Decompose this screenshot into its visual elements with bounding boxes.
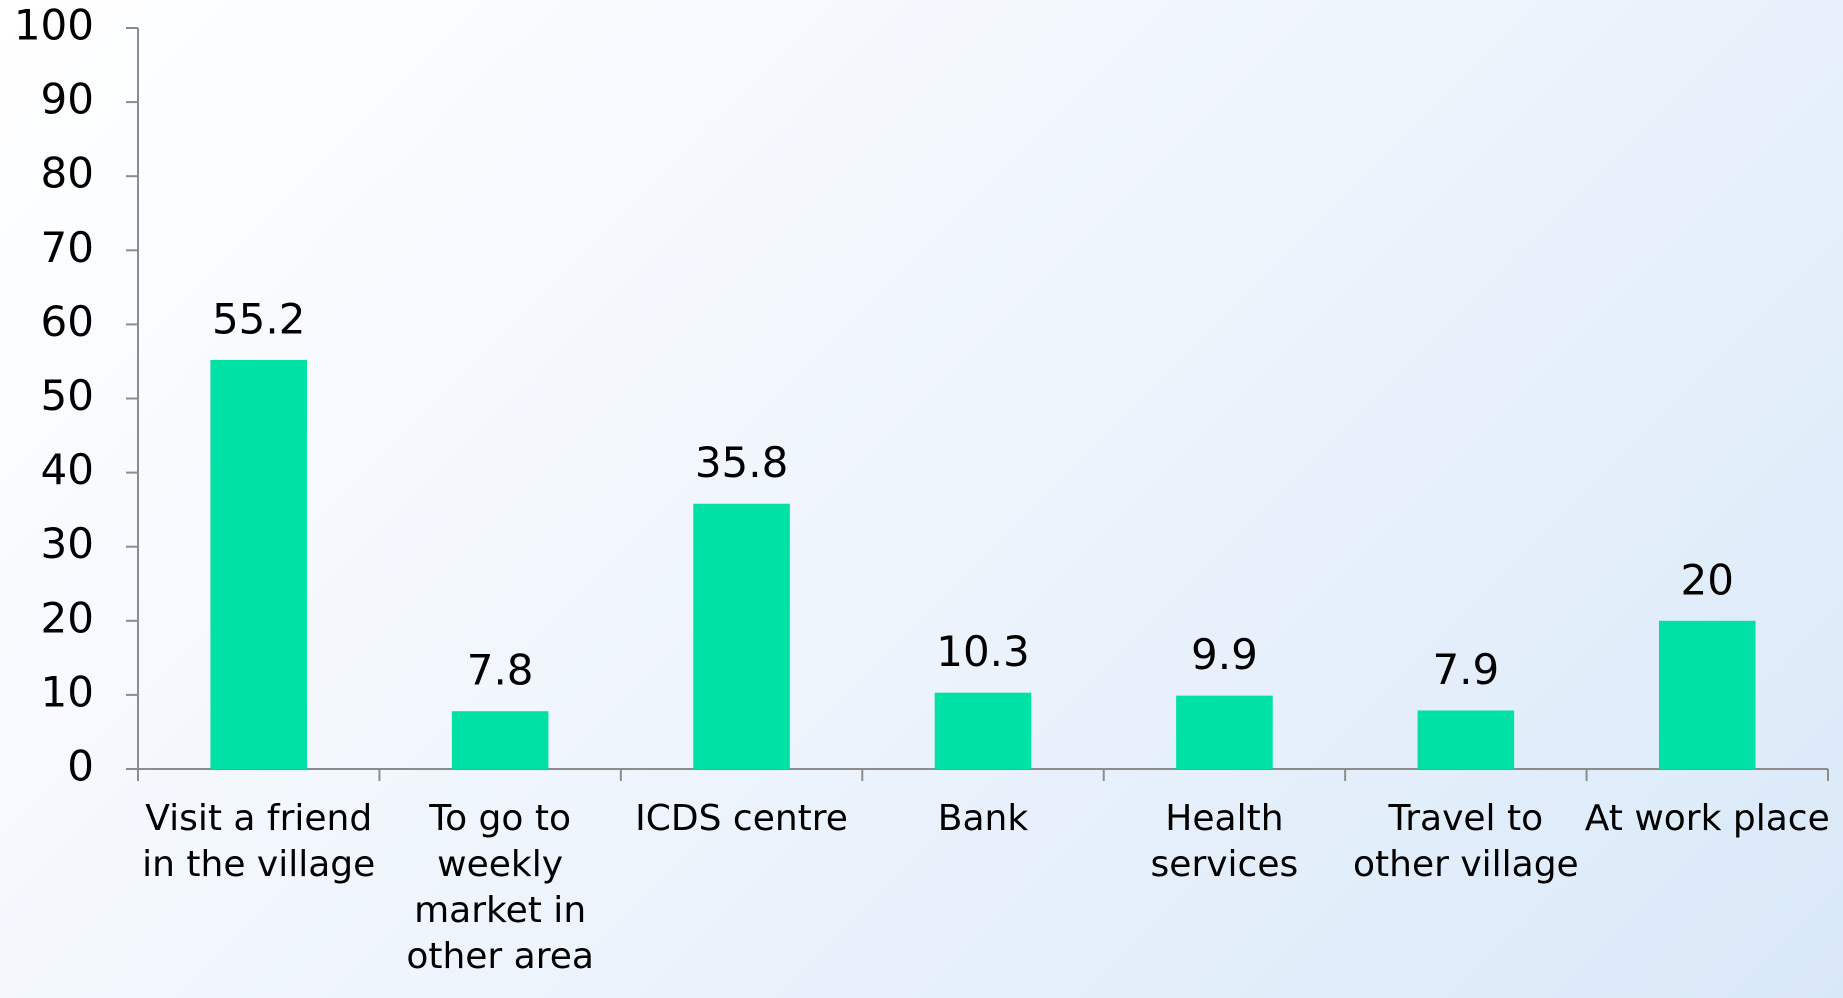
y-tick-label: 100 [14,1,94,50]
x-tick-label: Health services [1150,798,1299,885]
y-tick-label: 70 [41,223,94,272]
y-tick-label: 30 [41,519,94,568]
data-label: 7.9 [1432,645,1499,694]
data-label: 20 [1681,555,1734,604]
bar [210,359,307,769]
data-label: 7.8 [467,646,534,695]
x-tick-label: Bank [937,798,1029,839]
y-tick-label: 0 [67,742,94,791]
bar [693,503,790,769]
bar [1176,695,1273,769]
x-tick-label: Travel to other village [1352,798,1579,885]
y-tick-label: 60 [41,297,94,346]
x-tick-label: At work place [1584,798,1830,839]
bar [1659,620,1756,769]
y-tick-label: 80 [41,149,94,198]
data-label: 35.8 [695,438,789,487]
data-label: 55.2 [212,294,306,343]
x-tick-label: ICDS centre [635,798,848,839]
x-tick-label: To go to weekly market in other area [406,798,594,977]
bar [934,692,1032,769]
data-label: 9.9 [1191,630,1258,679]
bar [451,711,549,769]
bar [1417,710,1515,769]
y-tick-label: 10 [41,667,94,716]
y-tick-label: 90 [41,75,94,124]
y-tick-label: 20 [41,593,94,642]
x-tick-label: Visit a friend in the village [142,798,376,885]
y-tick-label: 40 [41,445,94,494]
data-label: 10.3 [936,627,1030,676]
y-tick-label: 50 [41,371,94,420]
